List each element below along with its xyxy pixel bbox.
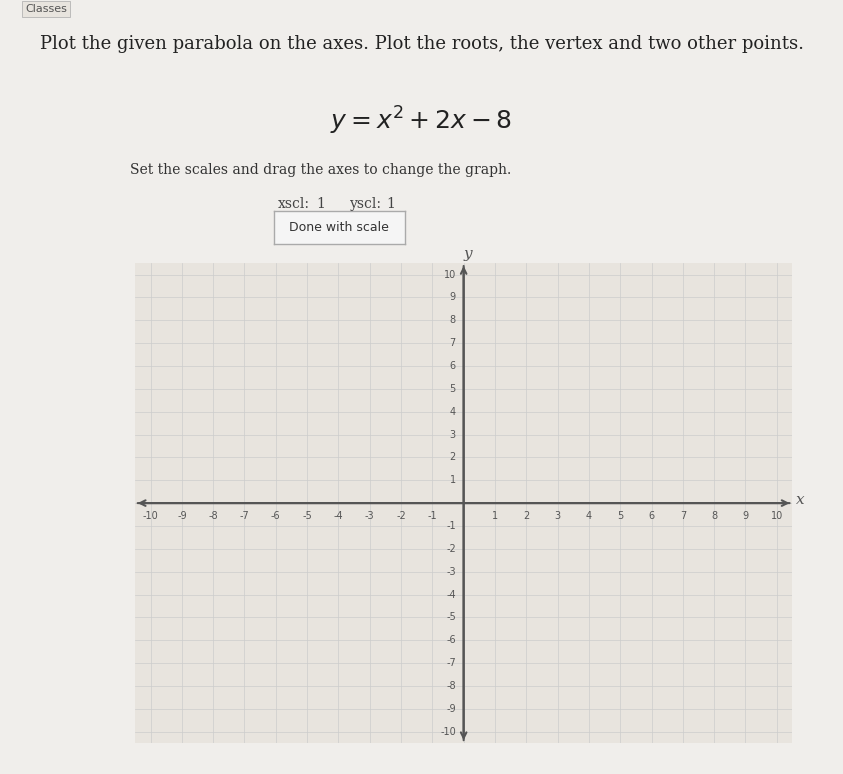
Text: 7: 7 <box>449 338 456 348</box>
Text: Done with scale: Done with scale <box>289 221 389 234</box>
Text: -4: -4 <box>334 511 343 521</box>
Text: 8: 8 <box>449 315 456 325</box>
Text: 6: 6 <box>449 361 456 371</box>
Text: 8: 8 <box>711 511 717 521</box>
Text: 9: 9 <box>449 293 456 303</box>
Text: 1: 1 <box>316 197 325 211</box>
Text: -10: -10 <box>142 511 158 521</box>
Text: -3: -3 <box>446 567 456 577</box>
Text: -9: -9 <box>177 511 186 521</box>
Text: -7: -7 <box>446 658 456 668</box>
Text: 3: 3 <box>449 430 456 440</box>
Text: -8: -8 <box>208 511 218 521</box>
Text: Plot the given parabola on the axes. Plot the roots, the vertex and two other po: Plot the given parabola on the axes. Plo… <box>40 35 803 53</box>
Text: 10: 10 <box>443 269 456 279</box>
Text: $y = x^2 + 2x - 8$: $y = x^2 + 2x - 8$ <box>330 104 513 137</box>
Text: 4: 4 <box>449 406 456 416</box>
Text: 3: 3 <box>555 511 561 521</box>
Text: -9: -9 <box>446 704 456 714</box>
Text: -3: -3 <box>365 511 374 521</box>
Text: -6: -6 <box>446 635 456 646</box>
Text: Set the scales and drag the axes to change the graph.: Set the scales and drag the axes to chan… <box>130 163 511 176</box>
Text: 6: 6 <box>648 511 654 521</box>
Text: 1: 1 <box>492 511 498 521</box>
Text: Classes: Classes <box>25 4 67 14</box>
Text: 1: 1 <box>449 475 456 485</box>
Text: -8: -8 <box>446 681 456 691</box>
Text: -10: -10 <box>440 727 456 737</box>
Text: 5: 5 <box>449 384 456 394</box>
Text: -5: -5 <box>446 612 456 622</box>
Text: -1: -1 <box>446 521 456 531</box>
Text: xscl:: xscl: <box>278 197 310 211</box>
Text: 1: 1 <box>386 197 395 211</box>
Text: 9: 9 <box>743 511 749 521</box>
Text: 4: 4 <box>586 511 592 521</box>
Text: 2: 2 <box>449 452 456 462</box>
Text: -2: -2 <box>396 511 405 521</box>
Text: -7: -7 <box>239 511 250 521</box>
Text: 5: 5 <box>617 511 623 521</box>
Text: -1: -1 <box>427 511 438 521</box>
Text: -6: -6 <box>271 511 281 521</box>
Text: -4: -4 <box>446 590 456 600</box>
Text: -5: -5 <box>303 511 312 521</box>
Text: -2: -2 <box>446 544 456 554</box>
Text: 10: 10 <box>771 511 783 521</box>
Text: x: x <box>796 493 804 507</box>
Text: y: y <box>464 247 473 261</box>
Text: 7: 7 <box>679 511 686 521</box>
Text: yscl:: yscl: <box>350 197 382 211</box>
Text: 2: 2 <box>524 511 529 521</box>
